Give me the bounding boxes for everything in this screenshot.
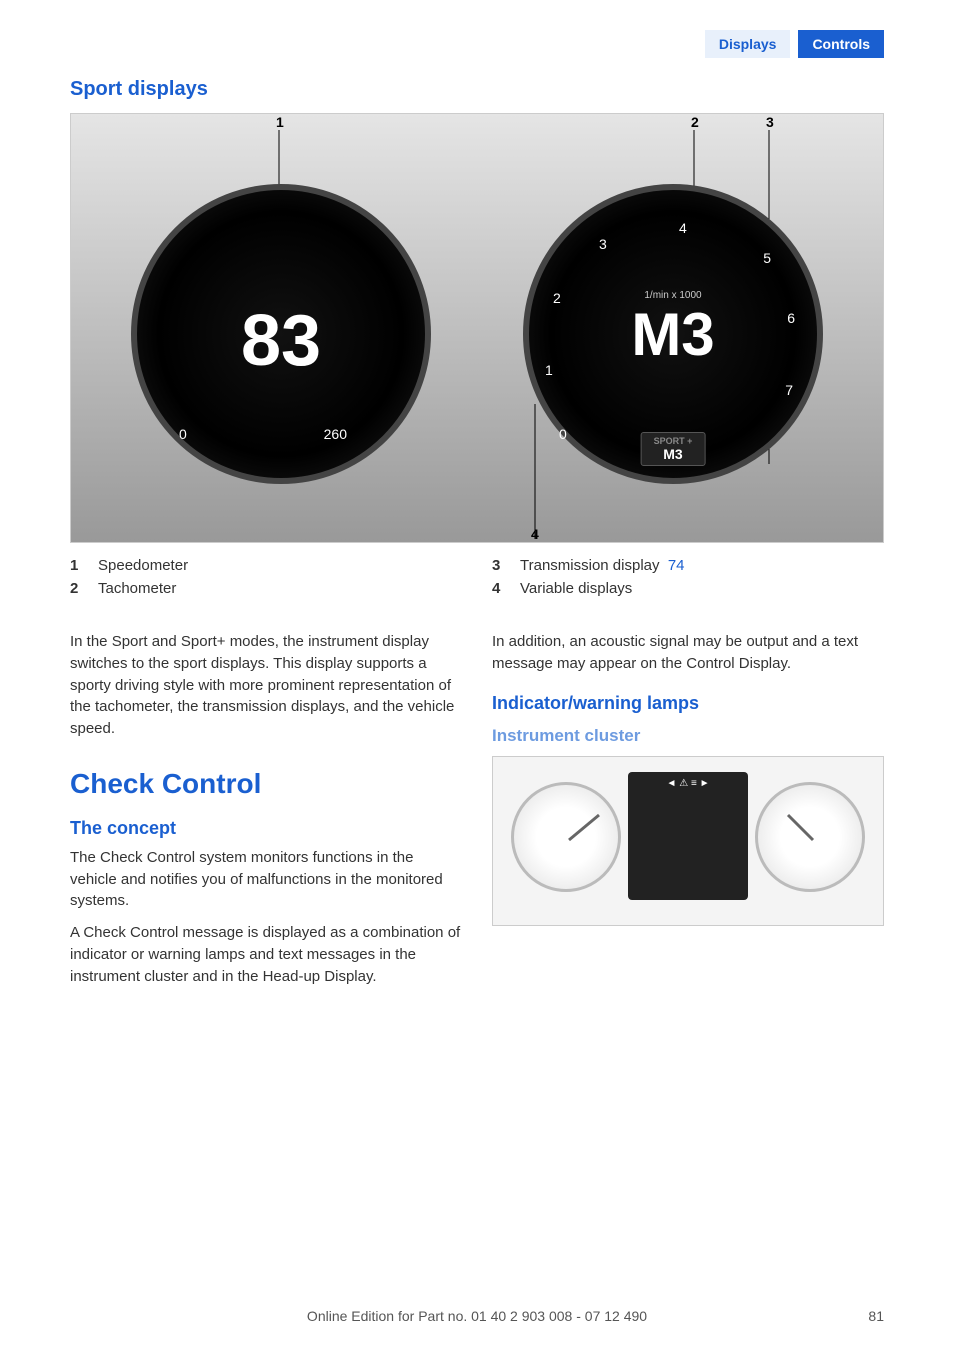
tacho-0: 0: [559, 426, 567, 442]
left-column: In the Sport and Sport+ modes, the instr…: [70, 631, 462, 997]
legend-num: 3: [492, 557, 506, 574]
tacho-2: 2: [553, 290, 561, 306]
callout-2: 2: [691, 114, 699, 130]
legend-label: Variable displays: [520, 580, 632, 597]
indicator-lamps-heading: Indicator/warning lamps: [492, 693, 884, 714]
check-control-heading: Check Control: [70, 768, 462, 800]
footer-edition-text: Online Edition for Part no. 01 40 2 903 …: [307, 1308, 647, 1324]
page-number: 81: [868, 1308, 884, 1324]
tacho-1: 1: [545, 362, 553, 378]
tacho-4: 4: [679, 220, 687, 236]
tachometer-gauge: 1/min x 1000 M3 0 1 2 3 4 5 6 7 SPORT + …: [523, 184, 823, 484]
tacho-5: 5: [763, 250, 771, 266]
page-footer: Online Edition for Part no. 01 40 2 903 …: [70, 1308, 884, 1324]
legend-text: Transmission display: [520, 557, 660, 574]
drive-mode-label: SPORT +: [654, 436, 693, 446]
warning-icons-row: ◄ ⚠ ≡ ►: [628, 778, 748, 789]
sport-display-figure: 1 2 3 4 83 0 260 1/min x 1000 M3 0 1 2 3…: [70, 113, 884, 543]
legend-label: Transmission display 74: [520, 557, 685, 574]
tag-displays: Displays: [705, 30, 791, 58]
gear-label: M3: [663, 446, 682, 462]
sport-modes-paragraph: In the Sport and Sport+ modes, the instr…: [70, 631, 462, 740]
speedometer-gauge: 83 0 260: [131, 184, 431, 484]
mini-center-display: ◄ ⚠ ≡ ►: [628, 772, 748, 900]
acoustic-paragraph: In addition, an acoustic signal may be o…: [492, 631, 884, 675]
tacho-value: M3: [529, 300, 817, 369]
page-reference-link[interactable]: 74: [668, 557, 685, 574]
header-breadcrumb: Displays Controls: [70, 30, 884, 58]
callout-4: 4: [531, 526, 539, 542]
concept-paragraph-2: A Check Control message is displayed as …: [70, 922, 462, 987]
tacho-6: 6: [787, 310, 795, 326]
right-column: In addition, an acoustic signal may be o…: [492, 631, 884, 997]
mini-gauge-right: [755, 782, 865, 892]
figure-legend: 1 Speedometer 2 Tachometer 3 Transmissio…: [70, 557, 884, 603]
tacho-3: 3: [599, 236, 607, 252]
legend-num: 4: [492, 580, 506, 597]
concept-heading: The concept: [70, 818, 462, 839]
instrument-cluster-heading: Instrument cluster: [492, 726, 884, 746]
tacho-7: 7: [785, 382, 793, 398]
section-title: Sport displays: [70, 78, 884, 101]
legend-item-2: 2 Tachometer: [70, 580, 462, 597]
instrument-cluster-figure: ◄ ⚠ ≡ ►: [492, 756, 884, 926]
legend-num: 1: [70, 557, 84, 574]
mini-gauge-left: [511, 782, 621, 892]
concept-paragraph-1: The Check Control system monitors functi…: [70, 847, 462, 912]
callout-3: 3: [766, 114, 774, 130]
legend-item-3: 3 Transmission display 74: [492, 557, 884, 574]
legend-label: Speedometer: [98, 557, 188, 574]
legend-num: 2: [70, 580, 84, 597]
gear-indicator: SPORT + M3: [641, 432, 706, 466]
legend-item-1: 1 Speedometer: [70, 557, 462, 574]
speedo-min: 0: [179, 426, 187, 442]
speedo-max: 260: [324, 426, 347, 442]
legend-item-4: 4 Variable displays: [492, 580, 884, 597]
callout-1: 1: [276, 114, 284, 130]
tag-controls: Controls: [798, 30, 884, 58]
speedometer-value: 83: [137, 300, 425, 382]
legend-label: Tachometer: [98, 580, 176, 597]
